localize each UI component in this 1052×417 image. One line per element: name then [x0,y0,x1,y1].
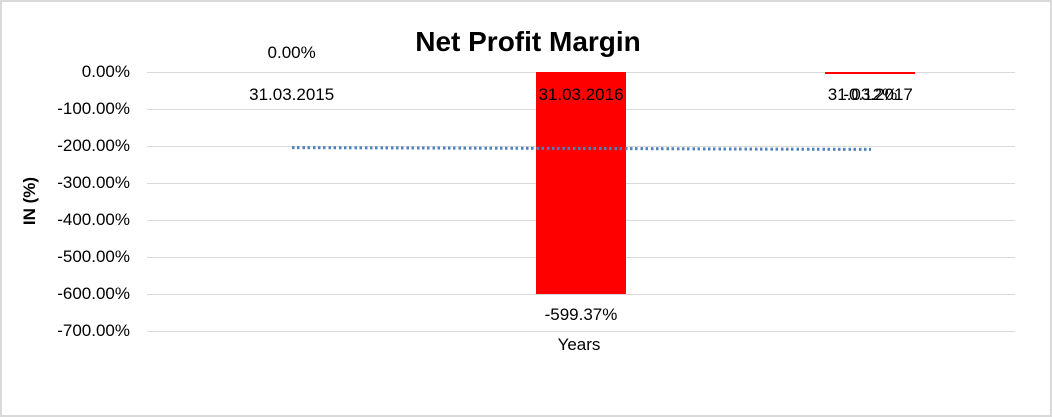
x-axis-title: Years [557,335,601,354]
category-label: 31.03.2017 [827,85,913,104]
y-tick-label: -200.00% [57,136,130,155]
gridline [147,330,1015,332]
y-tick-label: -700.00% [57,321,130,340]
bar[interactable] [825,72,916,74]
chart-title: Net Profit Margin [415,26,641,57]
data-label: 0.00% [267,43,316,62]
y-tick-label: -300.00% [57,173,130,192]
data-label: -599.37% [544,304,618,324]
data-label: -0.12% [843,85,898,104]
gridline [147,293,1015,295]
y-tick-label: -100.00% [57,99,130,118]
y-tick-label: -500.00% [57,247,130,266]
y-tick-label: -600.00% [57,284,130,303]
y-tick-label: 0.00% [81,62,130,81]
category-label: 31.03.2015 [249,85,335,104]
y-tick-label: -400.00% [57,210,130,229]
bar[interactable] [536,72,626,294]
category-label: 31.03.2016 [538,85,624,104]
